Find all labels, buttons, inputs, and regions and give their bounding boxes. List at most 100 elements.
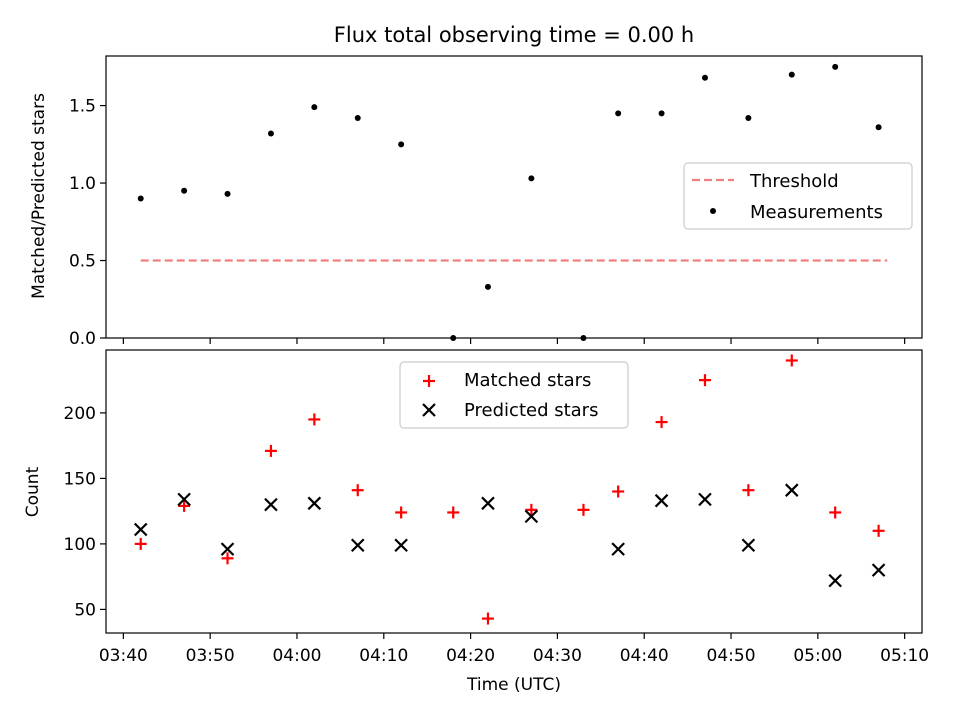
predicted-star-point xyxy=(524,509,539,524)
predicted-marker-b xyxy=(785,483,799,497)
x-tick-label: 04:40 xyxy=(620,646,669,666)
bottom-y-axis-label: Count xyxy=(23,466,43,517)
measurement-point xyxy=(701,74,708,81)
measurement-point xyxy=(832,63,839,70)
predicted-star-point xyxy=(350,538,365,552)
matched-star-point xyxy=(447,506,460,519)
predicted-star-point xyxy=(307,496,322,511)
measurement-point xyxy=(875,124,882,131)
predicted-star-point xyxy=(871,563,886,577)
top-legend: Threshold Measurements xyxy=(683,162,913,230)
predicted-star-point xyxy=(611,542,625,556)
legend-matched-swatch xyxy=(423,375,435,387)
legend-predicted-label: Predicted stars xyxy=(464,400,598,421)
x-tick-label: 04:20 xyxy=(446,646,495,666)
matched-star-point xyxy=(525,503,538,516)
chart-title: Flux total observing time = 0.00 h xyxy=(334,23,694,47)
legend-predicted-swatch xyxy=(422,403,436,417)
matched-star-point xyxy=(395,506,408,519)
predicted-marker-b xyxy=(133,522,148,537)
bottom-y-tick-label: 200 xyxy=(64,404,96,424)
predicted-marker-b xyxy=(828,573,842,588)
bottom-x-ticks: 03:40 03:50 04:00 04:10 04:20 04:30 04:40 04:50… xyxy=(99,633,929,666)
predicted-marker-b xyxy=(350,538,365,552)
predicted-star-point xyxy=(785,483,799,497)
bottom-legend-box xyxy=(399,361,629,429)
bottom-y-tick-label: 100 xyxy=(64,535,96,555)
predicted-marker-b xyxy=(871,563,886,577)
measurement-point xyxy=(137,195,144,202)
predicted-marker-b xyxy=(481,496,495,511)
top-panel: Flux total observing time = 0.00 h Match… xyxy=(29,23,923,349)
predicted-star-point xyxy=(828,573,842,588)
legend-matched-label: Matched stars xyxy=(464,370,591,391)
measurement-point xyxy=(528,175,535,182)
predicted-star-point xyxy=(394,538,408,552)
measurement-point xyxy=(615,110,622,117)
predicted-star-point xyxy=(698,492,712,507)
x-tick-label: 03:40 xyxy=(99,646,148,666)
matched-star-point xyxy=(351,484,364,497)
measurement-point xyxy=(311,104,318,111)
measurement-point xyxy=(354,114,361,121)
matched-star-point xyxy=(742,484,755,497)
bottom-y-ticks: 50 100 150 200 xyxy=(64,404,106,620)
x-tick-label: 04:30 xyxy=(533,646,582,666)
top-y-tick-label: 1.0 xyxy=(69,174,96,194)
predicted-marker-b xyxy=(177,492,191,507)
matched-star-point xyxy=(829,506,842,519)
top-legend-box xyxy=(683,162,913,230)
matched-star-point xyxy=(178,499,191,512)
measurement-point xyxy=(224,190,231,197)
legend-threshold-label: Threshold xyxy=(749,171,839,192)
top-y-tick-label: 0.0 xyxy=(69,329,96,349)
predicted-star-point xyxy=(481,496,495,511)
predicted-star-point xyxy=(177,492,191,507)
measurement-point xyxy=(181,187,188,194)
predicted-marker-b xyxy=(264,497,278,512)
x-tick-label: 04:00 xyxy=(272,646,321,666)
predicted-marker-b xyxy=(698,492,712,507)
x-tick-label: 03:50 xyxy=(186,646,235,666)
top-plot-frame xyxy=(105,55,923,339)
bottom-legend: Matched stars Predicted stars xyxy=(399,361,629,429)
bottom-y-tick-label: 150 xyxy=(64,469,96,489)
top-x-ticks xyxy=(122,338,906,344)
legend-measurements-label: Measurements xyxy=(750,202,883,223)
matched-star-point xyxy=(481,612,494,625)
top-series xyxy=(137,63,888,341)
measurement-point xyxy=(267,130,274,137)
matched-star-point xyxy=(577,503,590,516)
matched-star-point xyxy=(612,485,625,498)
predicted-marker-b xyxy=(524,509,539,524)
measurement-point xyxy=(398,141,405,148)
bottom-series xyxy=(133,354,886,625)
x-tick-label: 05:00 xyxy=(793,646,842,666)
measurement-point xyxy=(745,114,752,121)
matched-star-point xyxy=(308,413,321,426)
predicted-marker-b xyxy=(394,538,408,552)
measurement-point xyxy=(658,110,665,117)
x-tick-label: 04:50 xyxy=(707,646,756,666)
predicted-marker-b xyxy=(611,542,625,556)
matched-star-point xyxy=(785,354,798,367)
predicted-star-point xyxy=(654,493,669,508)
x-tick-label: 05:10 xyxy=(880,646,929,666)
predicted-star-point xyxy=(220,542,235,556)
top-y-tick-label: 0.5 xyxy=(69,252,96,272)
predicted-star-point xyxy=(741,538,756,552)
matched-star-point xyxy=(872,524,885,537)
bottom-y-tick-label: 50 xyxy=(74,600,96,620)
predicted-marker-b xyxy=(654,493,669,508)
x-tick-label: 04:10 xyxy=(359,646,408,666)
matched-star-point xyxy=(264,444,277,457)
predicted-star-point xyxy=(133,522,148,537)
predicted-marker-b xyxy=(307,496,322,511)
predicted-marker-b xyxy=(741,538,756,552)
matched-star-point xyxy=(655,416,668,429)
matched-star-point xyxy=(698,374,711,387)
top-y-axis-label: Matched/Predicted stars xyxy=(29,93,49,299)
